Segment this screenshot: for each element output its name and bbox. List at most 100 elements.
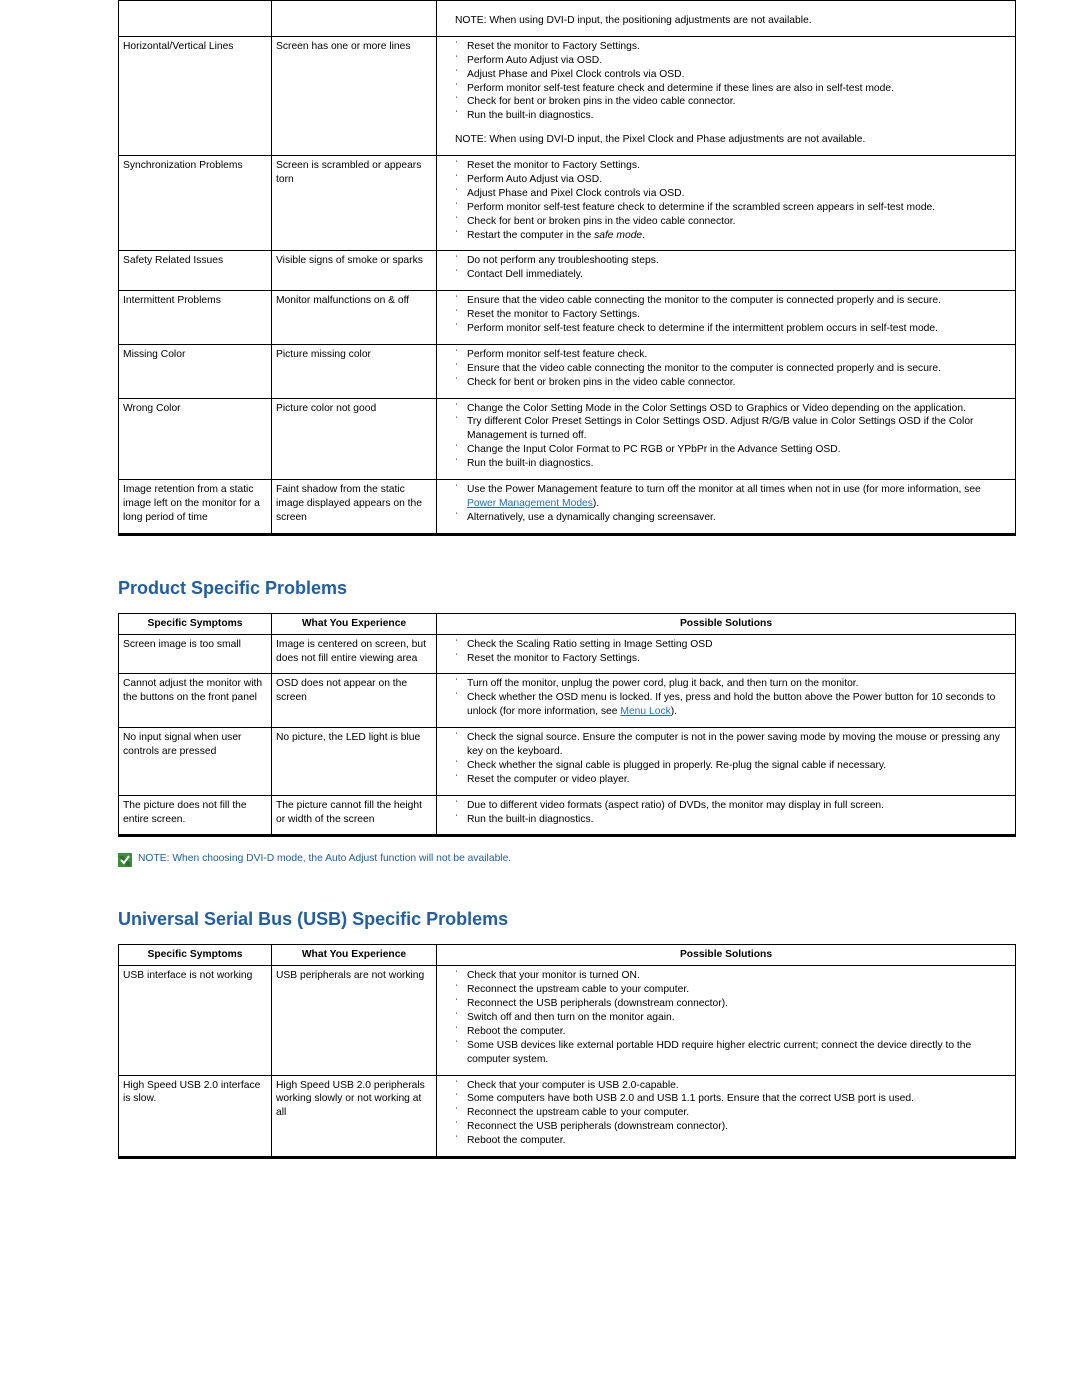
solutions-cell: Turn off the monitor, unplug the power c… (437, 674, 1016, 728)
solution-item: Perform monitor self-test feature check … (455, 82, 1011, 96)
solution-item: Due to different video formats (aspect r… (455, 799, 1011, 813)
experience-cell: No picture, the LED light is blue (272, 728, 437, 796)
table-header: Specific Symptoms (119, 945, 272, 966)
table-row: Cannot adjust the monitor with the butto… (119, 674, 1016, 728)
experience-cell: Picture color not good (272, 398, 437, 479)
solution-item: Contact Dell immediately. (455, 268, 1011, 282)
experience-cell: Image is centered on screen, but does no… (272, 634, 437, 674)
solution-item: Check for bent or broken pins in the vid… (455, 95, 1011, 109)
solution-item: Run the built-in diagnostics. (455, 457, 1011, 471)
solution-list: Perform monitor self-test feature check.… (441, 348, 1011, 390)
solution-item: Check whether the signal cable is plugge… (455, 759, 1011, 773)
solution-item: Check whether the OSD menu is locked. If… (455, 691, 1011, 719)
solution-list: Change the Color Setting Mode in the Col… (441, 402, 1011, 471)
table-row: Intermittent ProblemsMonitor malfunction… (119, 291, 1016, 345)
solution-item: Perform Auto Adjust via OSD. (455, 54, 1011, 68)
solution-list: Reset the monitor to Factory Settings. Pe… (441, 159, 1011, 242)
symptom-cell: High Speed USB 2.0 interface is slow. (119, 1075, 272, 1156)
solutions-cell: Change the Color Setting Mode in the Col… (437, 398, 1016, 479)
solution-item: Reset the monitor to Factory Settings. (455, 40, 1011, 54)
solution-list: Do not perform any troubleshooting steps… (441, 254, 1011, 282)
experience-cell: Screen is scrambled or appears torn (272, 156, 437, 251)
symptom-cell: Missing Color (119, 344, 272, 398)
note-text: NOTE: When using DVI-D input, the positi… (441, 14, 1011, 28)
solution-item: Check the Scaling Ratio setting in Image… (455, 638, 1011, 652)
symptom-cell: No input signal when user controls are p… (119, 728, 272, 796)
solution-item: Try different Color Preset Settings in C… (455, 415, 1011, 443)
solution-item: Check the signal source. Ensure the comp… (455, 731, 1011, 759)
experience-cell: Screen has one or more lines (272, 36, 437, 155)
table-row: High Speed USB 2.0 interface is slow.Hig… (119, 1075, 1016, 1156)
solutions-cell: Reset the monitor to Factory Settings.Pe… (437, 36, 1016, 155)
symptom-cell: Cannot adjust the monitor with the butto… (119, 674, 272, 728)
solution-list: Check that your monitor is turned ON.Rec… (441, 969, 1011, 1066)
experience-cell: OSD does not appear on the screen (272, 674, 437, 728)
solution-item: Use the Power Management feature to turn… (455, 483, 1011, 511)
solution-item: Reboot the computer. (455, 1134, 1011, 1148)
solution-item: Run the built-in diagnostics. (455, 109, 1011, 123)
table-row: Safety Related IssuesVisible signs of sm… (119, 251, 1016, 291)
table-row: Image retention from a static image left… (119, 480, 1016, 534)
table-row: USB interface is not workingUSB peripher… (119, 966, 1016, 1075)
solution-item: Check that your monitor is turned ON. (455, 969, 1011, 983)
solutions-cell: Ensure that the video cable connecting t… (437, 291, 1016, 345)
solution-item: Check for bent or broken pins in the vid… (455, 376, 1011, 390)
note-text: NOTE: When choosing DVI-D mode, the Auto… (138, 853, 511, 864)
table-row: Missing ColorPicture missing colorPerfor… (119, 344, 1016, 398)
note-icon (118, 853, 132, 867)
symptom-cell: USB interface is not working (119, 966, 272, 1075)
table-row: Horizontal/Vertical LinesScreen has one … (119, 36, 1016, 155)
solution-item: Alternatively, use a dynamically changin… (455, 511, 1011, 525)
section-heading-usb-specific: Universal Serial Bus (USB) Specific Prob… (118, 909, 1080, 930)
experience-cell: Monitor malfunctions on & off (272, 291, 437, 345)
solution-list: Turn off the monitor, unplug the power c… (441, 677, 1011, 719)
table-header: What You Experience (272, 613, 437, 634)
solution-item: Do not perform any troubleshooting steps… (455, 254, 1011, 268)
table-row: Wrong ColorPicture color not goodChange … (119, 398, 1016, 479)
solution-list: Reset the monitor to Factory Settings.Pe… (441, 40, 1011, 123)
table-row: The picture does not fill the entire scr… (119, 795, 1016, 835)
solution-item: Run the built-in diagnostics. (455, 813, 1011, 827)
solution-list: Due to different video formats (aspect r… (441, 799, 1011, 827)
solutions-cell: Due to different video formats (aspect r… (437, 795, 1016, 835)
symptom-cell: Horizontal/Vertical Lines (119, 36, 272, 155)
symptom-cell: Synchronization Problems (119, 156, 272, 251)
solution-item: Reconnect the USB peripherals (downstrea… (455, 997, 1011, 1011)
experience-cell: The picture cannot fill the height or wi… (272, 795, 437, 835)
symptom-cell: Screen image is too small (119, 634, 272, 674)
solution-item: Adjust Phase and Pixel Clock controls vi… (455, 187, 1011, 201)
note-text: NOTE: When using DVI-D input, the Pixel … (441, 133, 1011, 147)
troubleshooting-table-product-specific: Specific SymptomsWhat You ExperiencePoss… (118, 613, 1016, 836)
solution-item: Turn off the monitor, unplug the power c… (455, 677, 1011, 691)
table-header: Possible Solutions (437, 613, 1016, 634)
solution-item: Switch off and then turn on the monitor … (455, 1011, 1011, 1025)
experience-cell: Faint shadow from the static image displ… (272, 480, 437, 534)
solution-item: Some USB devices like external portable … (455, 1039, 1011, 1067)
symptom-cell: Safety Related Issues (119, 251, 272, 291)
symptom-cell: Image retention from a static image left… (119, 480, 272, 534)
solution-item: Reset the monitor to Factory Settings. (455, 159, 1011, 173)
solutions-cell: Check the Scaling Ratio setting in Image… (437, 634, 1016, 674)
solution-item: Perform monitor self-test feature check … (455, 201, 1011, 215)
solution-list: Check that your computer is USB 2.0-capa… (441, 1079, 1011, 1148)
table-row: Screen image is too smallImage is center… (119, 634, 1016, 674)
solutions-cell: Perform monitor self-test feature check.… (437, 344, 1016, 398)
solutions-cell: Check that your computer is USB 2.0-capa… (437, 1075, 1016, 1156)
solution-item: Reconnect the upstream cable to your com… (455, 983, 1011, 997)
solution-item: Check for bent or broken pins in the vid… (455, 215, 1011, 229)
table-row: NOTE: When using DVI-D input, the positi… (119, 1, 1016, 37)
note-dvi-d-auto-adjust: NOTE: When choosing DVI-D mode, the Auto… (118, 853, 1080, 867)
solution-item: Reconnect the upstream cable to your com… (455, 1106, 1011, 1120)
experience-cell: Visible signs of smoke or sparks (272, 251, 437, 291)
solution-item: Restart the computer in the safe mode. (455, 229, 1011, 243)
solution-item: Perform monitor self-test feature check. (455, 348, 1011, 362)
solution-list: Check the signal source. Ensure the comp… (441, 731, 1011, 787)
symptom-cell: Wrong Color (119, 398, 272, 479)
solutions-cell: Do not perform any troubleshooting steps… (437, 251, 1016, 291)
solutions-cell: Reset the monitor to Factory Settings. Pe… (437, 156, 1016, 251)
table-header: What You Experience (272, 945, 437, 966)
experience-cell: USB peripherals are not working (272, 966, 437, 1075)
table-header-row: Specific SymptomsWhat You ExperiencePoss… (119, 613, 1016, 634)
solution-item: Ensure that the video cable connecting t… (455, 294, 1011, 308)
solution-item: Perform monitor self-test feature check … (455, 322, 1011, 336)
